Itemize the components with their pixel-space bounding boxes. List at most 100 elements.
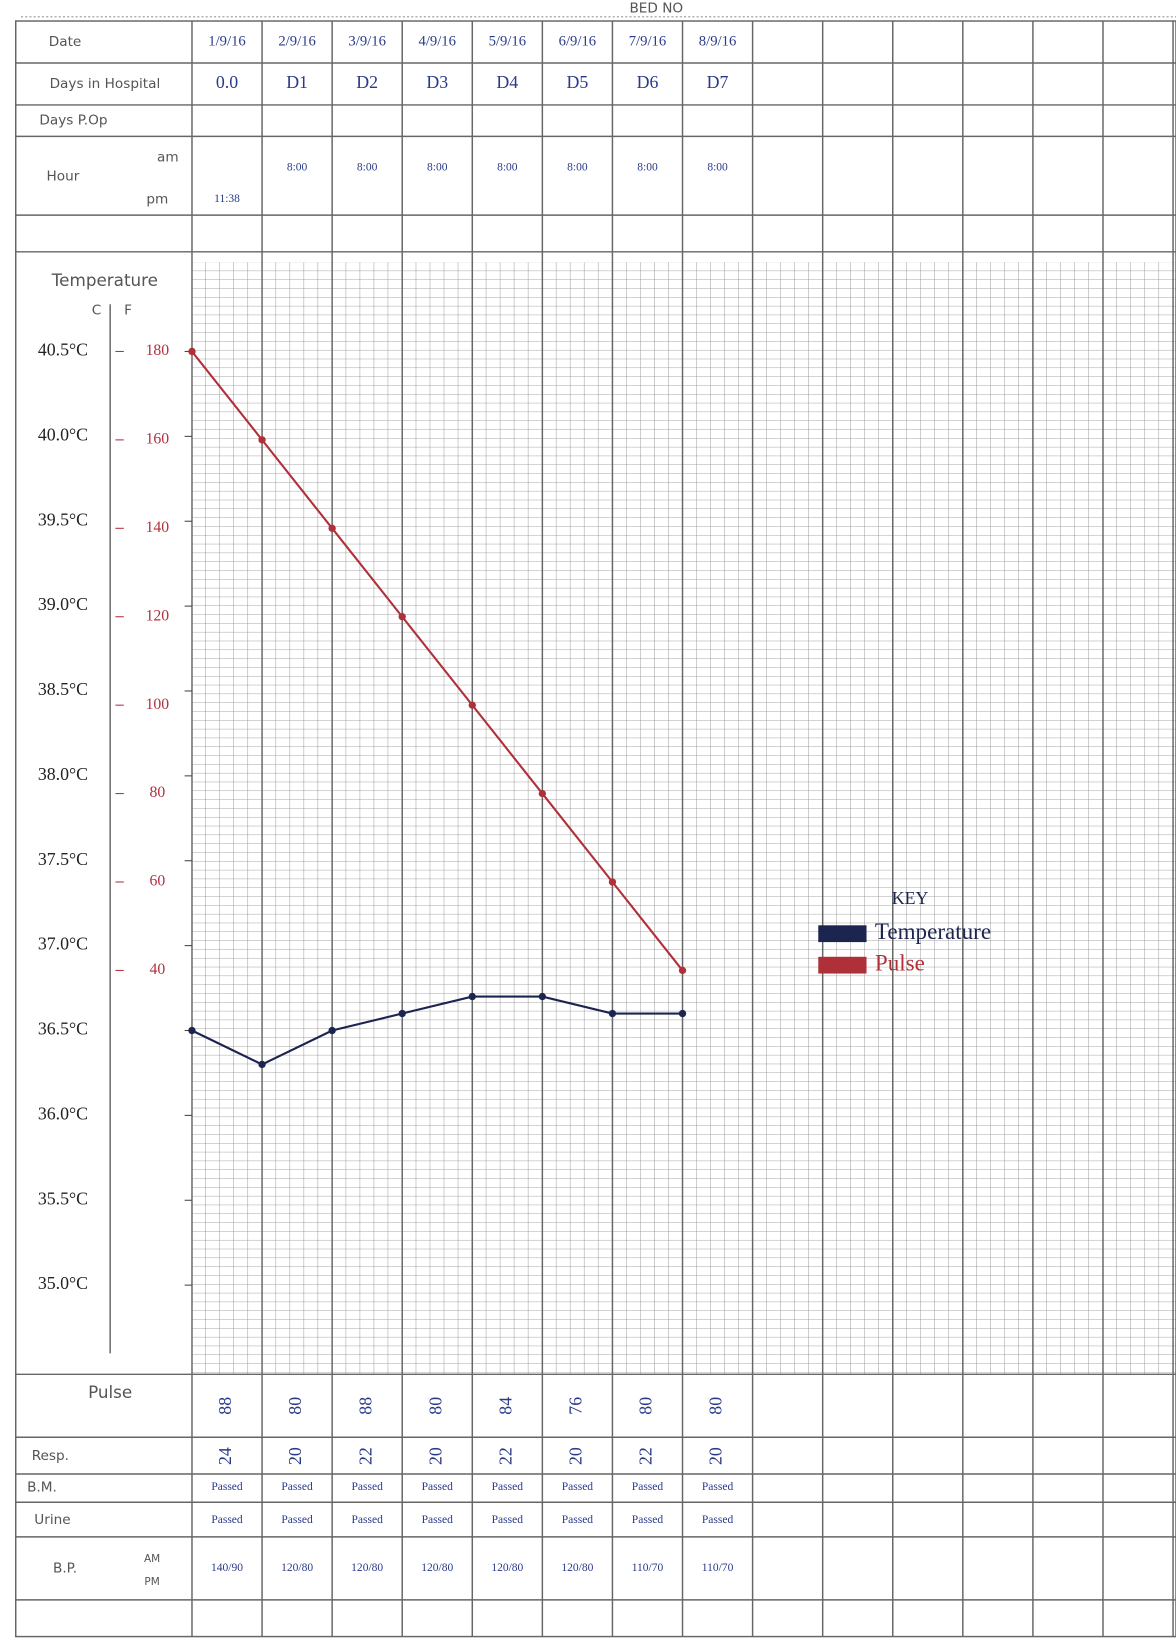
legend-label: Temperature: [875, 918, 991, 944]
data-point: [258, 436, 266, 444]
y-tick-label: 40.0°C: [38, 424, 88, 444]
series-line: [191, 350, 684, 972]
data-point: [678, 1009, 687, 1018]
data-point: [608, 1009, 617, 1018]
resp-entry: 24: [215, 1447, 235, 1465]
data-point: [538, 992, 547, 1001]
y-tick-label: 38.5°C: [38, 679, 88, 699]
bed-no: BED NO: [629, 0, 683, 16]
bm-entry: Passed: [211, 1481, 243, 1493]
y-tick-label: 36.0°C: [38, 1103, 88, 1123]
date: 5/9/16: [489, 33, 527, 49]
resp-entry: 22: [355, 1447, 375, 1465]
am-time: 8:00: [357, 162, 378, 174]
day-number: D6: [637, 72, 659, 92]
y-tick-label: 37.0°C: [38, 934, 88, 954]
date: 8/9/16: [699, 33, 736, 49]
urine-entry: Passed: [562, 1514, 594, 1526]
label-temperature: Temperature: [51, 270, 158, 290]
pulse-entry: 80: [636, 1397, 656, 1415]
urine-entry: Passed: [281, 1514, 313, 1526]
label-days-post-op: Days P.Op: [39, 113, 107, 129]
label-bp: B.P.: [53, 1560, 77, 1576]
urine-entry: Passed: [632, 1514, 664, 1526]
bm-entry: Passed: [281, 1481, 313, 1493]
resp-entry: 20: [565, 1447, 585, 1465]
date: 2/9/16: [278, 33, 316, 49]
day-number: 0.0: [216, 72, 238, 92]
label-bp-am: AM: [144, 1553, 160, 1565]
label-pm: pm: [146, 191, 168, 207]
bm-entry: Passed: [351, 1481, 383, 1493]
resp-entry: 22: [495, 1447, 515, 1465]
y2-tick-label: 100: [146, 696, 170, 713]
y-tick-label: 40.5°C: [38, 340, 88, 360]
bm-entry: Passed: [422, 1481, 454, 1493]
y2-tick-label: 180: [146, 342, 170, 359]
y2-tick-label: 140: [146, 519, 170, 536]
data-point: [188, 347, 196, 356]
bm-entry: Passed: [632, 1481, 664, 1493]
am-time: 8:00: [707, 162, 728, 174]
pulse-entry: 80: [285, 1397, 305, 1415]
label-pulse: Pulse: [88, 1382, 132, 1402]
fine-grid: [191, 262, 1176, 1375]
urine-entry: Passed: [702, 1514, 734, 1526]
urine-entry: Passed: [492, 1514, 524, 1526]
date: 6/9/16: [559, 33, 596, 49]
y2-tick-label: 160: [146, 431, 170, 448]
data-point: [678, 966, 687, 975]
am-time: 8:00: [427, 162, 448, 174]
label-date: Date: [49, 34, 82, 50]
day-number: D4: [496, 72, 518, 92]
y-tick-label: 39.5°C: [38, 509, 88, 529]
y2-tick-label: 80: [150, 784, 166, 801]
date: 3/9/16: [348, 33, 386, 49]
data-point: [188, 1026, 196, 1035]
am-time: 8:00: [497, 162, 518, 174]
label-urine: Urine: [34, 1512, 70, 1528]
y-tick-label: 38.0°C: [38, 764, 88, 784]
resp-entry: 20: [425, 1447, 445, 1465]
urine-entry: Passed: [422, 1514, 454, 1526]
bp-entry: 120/80: [491, 1562, 523, 1574]
data-point: [468, 992, 476, 1001]
date: 1/9/16: [208, 33, 246, 49]
resp-entry: 20: [285, 1447, 305, 1465]
label-days: Days in Hospital: [50, 76, 161, 92]
data-point: [258, 1060, 266, 1069]
label-am: am: [157, 149, 179, 165]
y2-tick-label: 40: [150, 961, 166, 978]
label-fahrenheit: F: [124, 303, 132, 319]
resp-entry: 20: [706, 1447, 726, 1465]
bm-entry: Passed: [702, 1481, 734, 1493]
label-resp: Resp.: [32, 1448, 69, 1464]
data-point: [398, 1009, 406, 1018]
pulse-entry: 80: [706, 1397, 726, 1415]
urine-entry: Passed: [211, 1514, 243, 1526]
data-point: [398, 613, 406, 621]
day-number: D1: [286, 72, 308, 92]
legend-label: Pulse: [875, 949, 925, 975]
bm-entry: Passed: [492, 1481, 524, 1493]
am-time: 8:00: [637, 162, 658, 174]
data-point: [538, 789, 547, 798]
column-lines: [261, 21, 1174, 1637]
bp-entry: 110/70: [632, 1562, 664, 1574]
y-tick-label: 35.0°C: [38, 1273, 88, 1293]
am-time: 8:00: [567, 162, 588, 174]
data-point: [468, 701, 476, 709]
series-line: [191, 995, 683, 1066]
day-number: D5: [567, 72, 589, 92]
y-tick-label: 35.5°C: [38, 1188, 88, 1208]
pulse-entry: 76: [565, 1397, 585, 1415]
data-point: [328, 524, 336, 532]
bp-entry: 120/80: [421, 1562, 453, 1574]
y-tick-label: 39.0°C: [38, 594, 88, 614]
y-tick-label: 37.5°C: [38, 849, 88, 869]
legend-swatch: [818, 925, 867, 943]
day-number: D2: [356, 72, 378, 92]
date: 4/9/16: [418, 33, 456, 49]
form-frame: [15, 20, 1176, 1638]
